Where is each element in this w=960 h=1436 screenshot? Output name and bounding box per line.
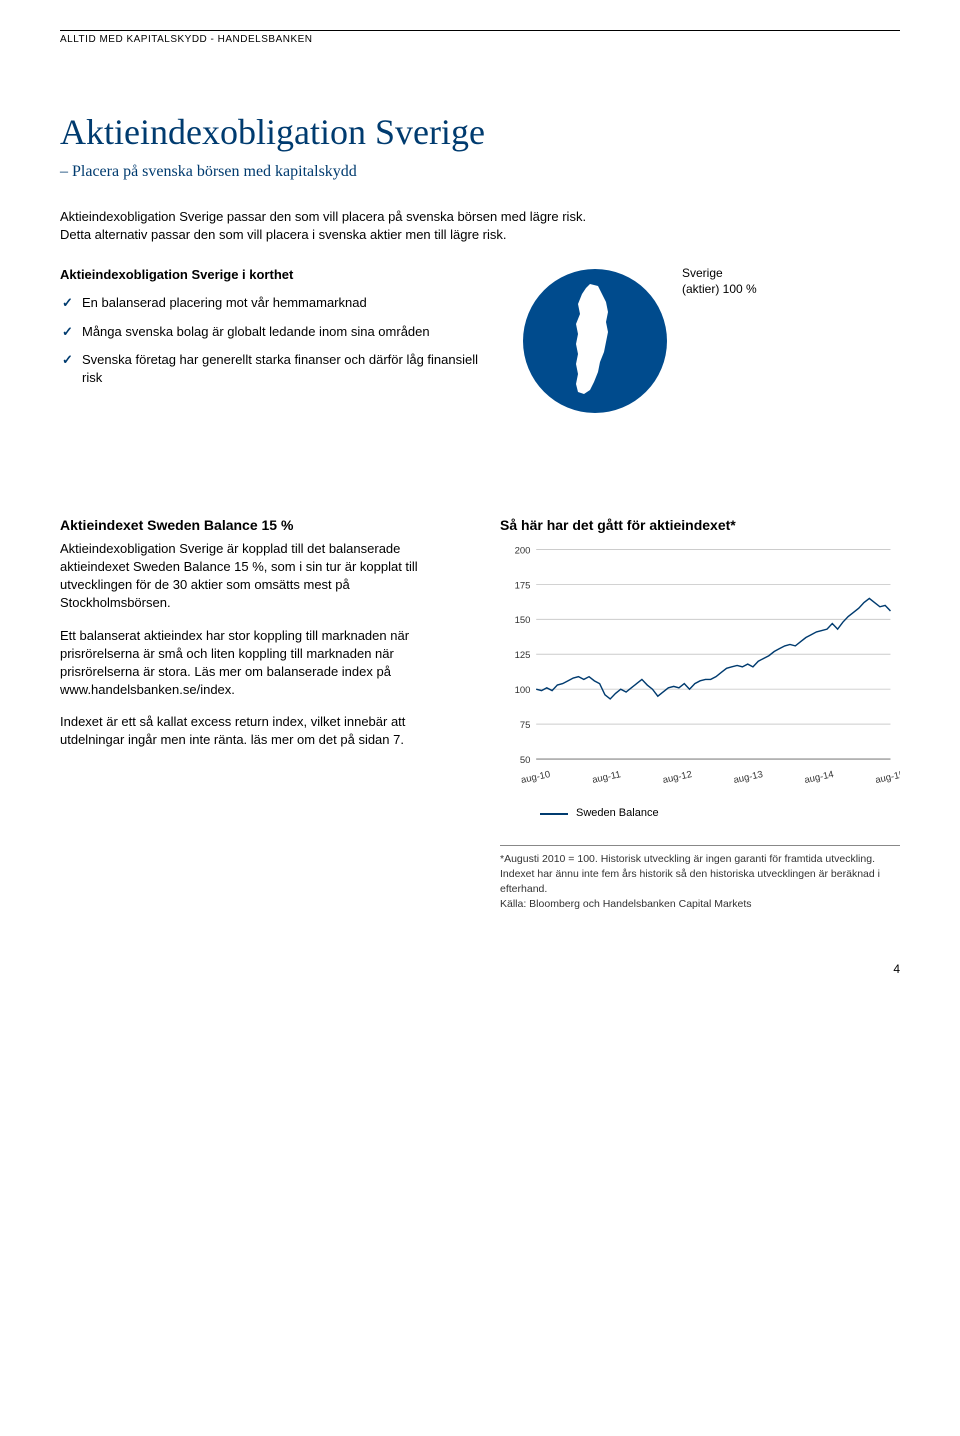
svg-text:aug-15: aug-15 [874,769,900,786]
footnote: *Augusti 2010 = 100. Historisk utvecklin… [500,845,900,911]
page-title: Aktieindexobligation Sverige [60,107,900,157]
svg-text:aug-13: aug-13 [733,769,764,786]
chart-svg: 50 75 100 125 150 175 200 aug-10 aug-11 aug-12 aug… [500,540,900,797]
footnote-text: *Augusti 2010 = 100. Historisk utvecklin… [500,852,900,896]
svg-text:50: 50 [520,755,531,766]
pie-chart [520,266,670,416]
pie-label: Sverige (aktier) 100 % [682,266,757,297]
svg-text:aug-12: aug-12 [662,769,693,786]
legend-label: Sweden Balance [576,806,659,821]
summary-heading: Aktieindexobligation Sverige i korthet [60,266,480,284]
list-item: Många svenska bolag är globalt ledande i… [60,323,480,341]
page-subtitle: – Placera på svenska börsen med kapitals… [60,161,900,183]
summary-left: Aktieindexobligation Sverige i korthet E… [60,266,480,397]
body-paragraph: Indexet är ett så kallat excess return i… [60,713,460,749]
summary-row: Aktieindexobligation Sverige i korthet E… [60,266,900,416]
content-columns: Aktieindexet Sweden Balance 15 % Aktiein… [60,516,900,911]
svg-text:200: 200 [515,545,531,556]
line-chart: 50 75 100 125 150 175 200 aug-10 aug-11 aug-12 aug… [500,540,900,822]
svg-text:150: 150 [515,615,531,626]
legend-swatch [540,813,568,815]
left-heading: Aktieindexet Sweden Balance 15 % [60,516,460,536]
svg-text:aug-14: aug-14 [803,769,835,786]
svg-text:125: 125 [515,650,531,661]
list-item: En balanserad placering mot vår hemmamar… [60,294,480,312]
pie-label-line2: (aktier) 100 % [682,282,757,298]
summary-right: Sverige (aktier) 100 % [520,266,757,416]
right-heading: Så här har det gått för aktieindexet* [500,516,900,536]
right-column: Så här har det gått för aktieindexet* 50… [500,516,900,911]
header-text: ALLTID MED KAPITALSKYDD - HANDELSBANKEN [60,34,313,45]
svg-text:75: 75 [520,720,531,731]
body-paragraph: Ett balanserat aktieindex har stor koppl… [60,627,460,700]
footnote-source: Källa: Bloomberg och Handelsbanken Capit… [500,897,900,912]
sweden-pie-icon [520,266,670,416]
svg-text:175: 175 [515,580,531,591]
list-item: Svenska företag har generellt starka fin… [60,351,480,387]
page-number: 4 [60,961,900,978]
intro-paragraph: Aktieindexobligation Sverige passar den … [60,208,620,244]
body-paragraph: Aktieindexobligation Sverige är kopplad … [60,540,460,613]
pie-label-line1: Sverige [682,266,757,282]
svg-text:aug-11: aug-11 [591,769,622,786]
page-header: ALLTID MED KAPITALSKYDD - HANDELSBANKEN [60,30,900,47]
left-column: Aktieindexet Sweden Balance 15 % Aktiein… [60,516,460,911]
summary-list: En balanserad placering mot vår hemmamar… [60,294,480,387]
chart-legend: Sweden Balance [540,806,900,821]
svg-text:aug-10: aug-10 [520,769,551,786]
svg-text:100: 100 [515,685,531,696]
